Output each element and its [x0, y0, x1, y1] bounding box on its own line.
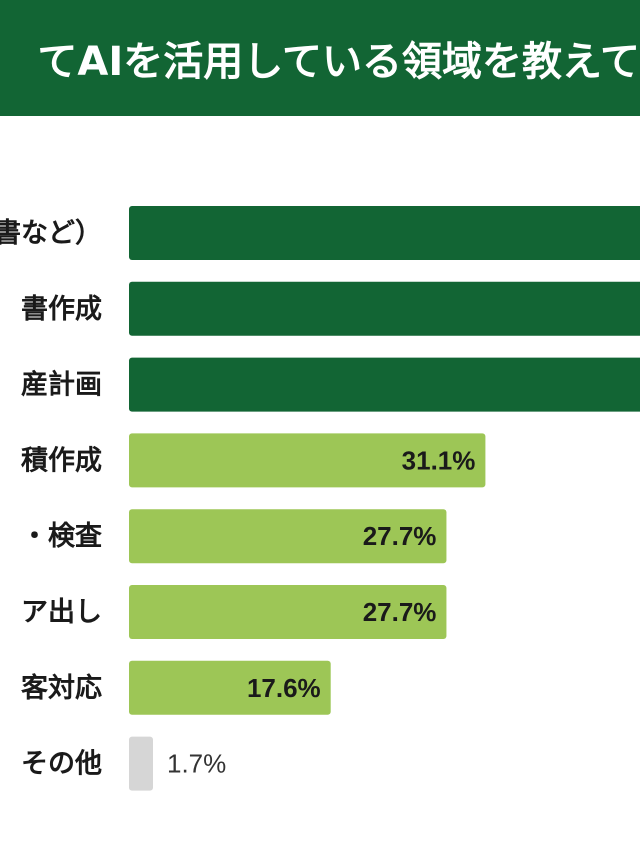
category-label: 客対応	[21, 672, 102, 704]
chart-title: てAIを活用している領域を教えて	[37, 39, 640, 85]
category-label: 書など）	[0, 218, 102, 249]
value-label: 27.7%	[363, 521, 437, 551]
bar	[129, 660, 331, 715]
bar	[129, 585, 447, 639]
bar	[129, 206, 640, 260]
category-label: ・検査	[21, 521, 102, 552]
bar	[129, 736, 153, 791]
bar	[129, 281, 640, 336]
bar	[129, 357, 640, 412]
bar	[129, 433, 486, 488]
category-label: 産計画	[21, 369, 102, 401]
value-label: 17.6%	[247, 673, 321, 703]
value-label: 31.1%	[402, 445, 476, 475]
value-label: 1.7%	[167, 749, 226, 779]
category-label: ア出し	[21, 597, 102, 628]
bar	[129, 509, 447, 564]
title-banner: てAIを活用している領域を教えて	[0, 0, 640, 116]
category-label: その他	[21, 749, 102, 780]
category-label: 書作成	[21, 294, 102, 325]
category-label: 積作成	[21, 445, 102, 476]
value-label: 27.7%	[363, 597, 437, 627]
